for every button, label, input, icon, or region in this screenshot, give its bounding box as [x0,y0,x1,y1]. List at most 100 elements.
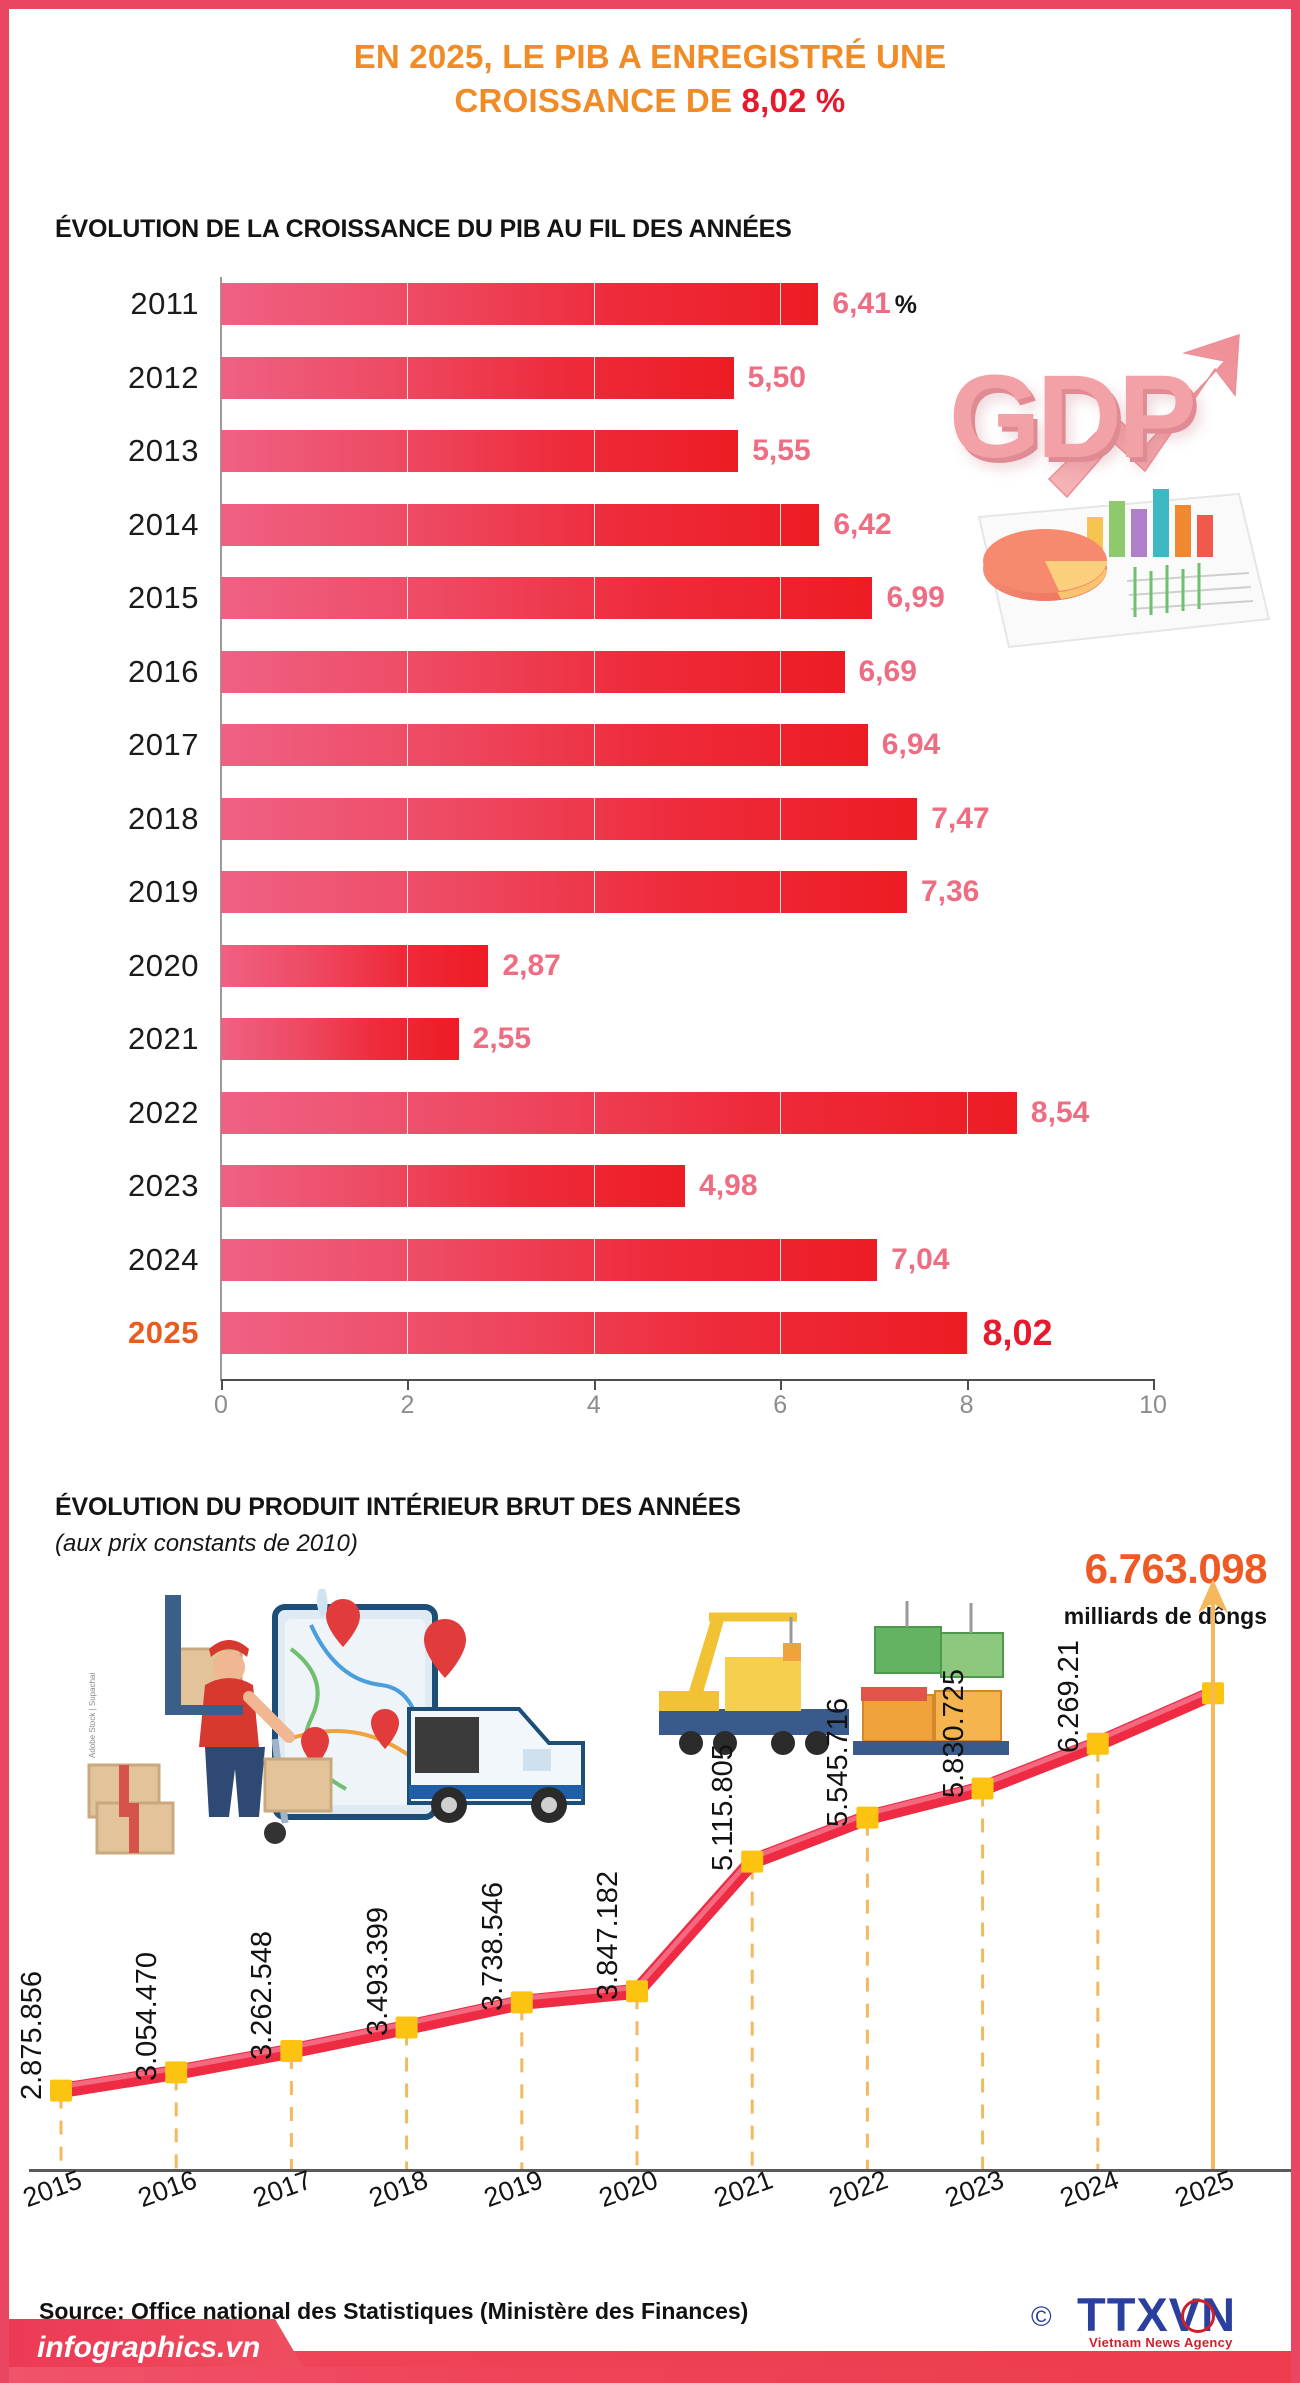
percent-sign: % [894,291,918,319]
data-point-label: 2.875.856 [16,1970,48,2100]
agency-subtitle: Vietnam News Agency [1089,2335,1233,2350]
bar-value-label: 6,69 [858,654,917,688]
data-point-marker [165,2061,188,2084]
bar-fill [221,1238,878,1281]
x-axis-tick [780,1379,783,1390]
bar-fill [221,797,918,840]
bar-row: 2015 6,99 [9,571,1189,625]
bar-gridline [780,871,782,913]
bar-value-label: 2,55 [472,1022,532,1055]
bar-gridline [407,356,409,399]
bar-value-label: 6,99 [886,581,945,614]
page-title-line-1: EN 2025, LE PIB A ENREGISTRÉ UNE [353,38,947,75]
data-point-label: 3.493.399 [361,1907,394,2037]
bar-year-label: 2021 [128,1021,199,1056]
logistics-illustration [87,1589,585,1855]
bar-year-label: 2012 [128,359,199,395]
agency-logo: © TTXVN Vietnam News Agency [1031,2285,1261,2357]
globe-icon [1181,2299,1215,2333]
bar-gridline [966,1091,968,1134]
bar-row: 2022 8,54 [9,1086,1189,1140]
bar-row: 2012 5,50 [9,351,1189,405]
data-point-marker [395,2016,418,2039]
x-axis-tick [221,1379,223,1390]
bar-row: 2011 6,41% [9,277,1189,331]
bar-gridline [407,724,409,766]
gdp-word-label: GDP [949,351,1197,483]
bar-year-label: 2025 [128,1315,199,1350]
bar-track [221,356,1151,399]
bar-year-label: 2014 [128,506,199,542]
bar-gridline [593,283,595,325]
section-1-heading: ÉVOLUTION DE LA CROISSANCE DU PIB AU FIL… [55,215,792,243]
bar-gridline [593,430,595,472]
bar-track [221,1312,1151,1354]
bar-row: 2019 7,36 [9,865,1189,919]
bar-gridline [780,797,782,840]
bar-gridline [593,1238,595,1281]
bar-value-label: 8,54 [1030,1095,1090,1129]
bar-year-label: 2015 [128,580,199,615]
bar-fill [221,724,868,766]
bar-gridline [780,577,782,619]
bar-year-label: 2019 [128,874,199,909]
bar-gridline [593,503,595,546]
x-axis-tick-label: 2 [400,1391,415,1419]
bar-track [221,797,1151,840]
data-point-label: 3.054.470 [131,1952,164,2082]
bar-value-label: 7,04 [891,1242,950,1276]
bar-track [221,1238,1151,1281]
x-axis-tick-label: 4 [586,1391,601,1419]
bar-gridline [407,1238,409,1281]
bar-year-label: 2023 [128,1168,199,1203]
bar-fill [221,356,734,399]
gdp-arrow-icon [977,333,1271,649]
bar-fill [221,1018,459,1060]
bar-fill [221,1091,1017,1134]
bar-gridline [407,1091,409,1134]
gdp-total-unit: milliards de dôngs [1063,1603,1267,1629]
bar-value-label: 5,50 [747,360,806,394]
bar-row: 2018 7,47 [9,792,1189,846]
bar-gridline [593,724,595,766]
bar-gridline [407,797,409,840]
bar-gridline [407,1018,409,1060]
bar-value-label: 6,94 [881,728,941,761]
bar-row: 2014 6,42 [9,498,1189,552]
bar-gridline [780,283,782,325]
x-axis-tick-label: 0 [214,1391,228,1419]
bar-row: 2021 2,55 [9,1012,1189,1066]
bar-year-label: 2011 [130,286,199,321]
data-point-marker [626,1980,648,2003]
copyright-icon: © [1031,2301,1052,2332]
bar-gridline [593,871,595,913]
bar-track [221,724,1151,766]
bar-track [221,430,1151,472]
x-axis-tick-label: 8 [959,1391,974,1419]
bar-value-label: 7,47 [931,801,990,835]
bar-row: 2025 8,02 [9,1306,1189,1360]
data-point-label: 5.545.716 [822,1697,855,1827]
bar-gridline [407,1312,409,1354]
bar-gridline [593,356,595,399]
x-axis-tick [407,1379,410,1390]
bar-fill [221,871,907,913]
bar-fill [221,650,845,693]
page-title-line-2: CROISSANCE DE 8,02 % [9,79,1291,123]
bar-gridline [407,1165,409,1207]
bar-gridline [780,1238,782,1281]
data-point-marker [741,1850,764,1873]
bar-value-label: 8,02 [982,1312,1053,1353]
bar-value-label: 7,36 [920,875,980,908]
bar-gridline [593,1091,595,1134]
data-point-label: 6.269.21 [1052,1639,1085,1753]
gdp-growth-bar-chart: 2011 6,41% 2012 5,50 2013 5,55 2014 6,42 2015 6,9… [9,277,1189,1419]
bar-row: 2020 2,87 [9,939,1189,993]
gdp-total-value: 6.763.098 [1084,1545,1268,1592]
site-url: infographics.vn [37,2331,261,2364]
data-point-marker [510,1991,533,2014]
bar-value-label: 6,42 [833,507,892,541]
bar-year-label: 2022 [128,1094,199,1130]
bar-gridline [593,577,595,619]
